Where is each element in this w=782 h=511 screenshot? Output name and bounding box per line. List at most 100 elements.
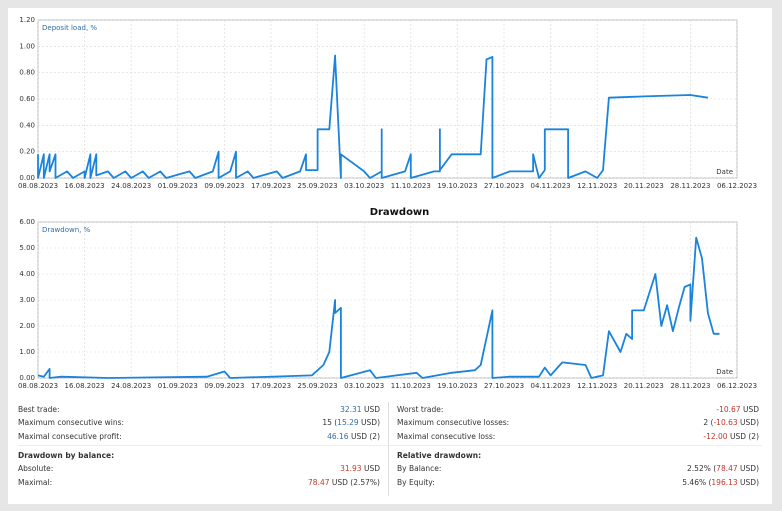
stat-value: 2 (-10.63 USD): [703, 417, 759, 429]
stat-label: By Balance:: [397, 464, 442, 473]
y-tick-label: 0.20: [19, 148, 35, 156]
stat-value: 32.31 USD: [340, 404, 380, 416]
x-tick-label: 04.11.2023: [531, 382, 571, 390]
legend-label: Deposit load, %: [42, 24, 97, 32]
stats-row: Maximal consecutive profit: 46.16 USD (2): [18, 431, 380, 443]
divider: [18, 445, 762, 446]
heading: Drawdown by balance:: [18, 451, 115, 460]
x-tick-label: 24.08.2023: [111, 182, 151, 190]
x-tick-label: 25.09.2023: [298, 382, 338, 390]
value-part: USD: [361, 405, 380, 414]
x-tick-label: 08.08.2023: [18, 182, 58, 190]
x-tick-label: 19.10.2023: [437, 182, 477, 190]
value-part: USD (2): [348, 432, 380, 441]
value-part: 2.52% (: [687, 464, 717, 473]
x-tick-label: 06.12.2023: [717, 382, 757, 390]
stat-label: Maximum consecutive wins:: [18, 418, 125, 427]
stats-row: By Balance: 2.52% (78.47 USD): [397, 463, 759, 475]
x-tick-label: 19.10.2023: [437, 382, 477, 390]
x-tick-label: 25.09.2023: [298, 182, 338, 190]
stats-column: Worst trade: -10.67 USD Maximum consecutiv…: [397, 8, 759, 504]
stats-row: Maximum consecutive losses: 2 (-10.63 USD…: [397, 417, 759, 429]
value-part: 31.93: [340, 464, 362, 473]
x-tick-label: 12.11.2023: [577, 182, 617, 190]
data-line: [37, 236, 720, 379]
y-tick-label: 6.00: [19, 218, 35, 226]
x-tick-label: 16.08.2023: [65, 382, 105, 390]
y-tick-label: 0.00: [19, 374, 35, 382]
stat-label: By Equity:: [397, 478, 435, 487]
y-tick-label: 3.00: [19, 296, 35, 304]
value-part: USD (2.57%): [329, 478, 380, 487]
stat-label: Best trade:: [18, 405, 60, 414]
stats-row: Maximal consecutive loss: -12.00 USD (2): [397, 431, 759, 443]
stats-row: Worst trade: -10.67 USD: [397, 404, 759, 416]
stat-value: -12.00 USD (2): [703, 431, 759, 443]
stat-value: 46.16 USD (2): [327, 431, 380, 443]
y-tick-label: 0.40: [19, 121, 35, 129]
y-tick-label: 1.00: [19, 42, 35, 50]
stats-column: Best trade: 32.31 USD Maximum consecutive …: [18, 8, 380, 504]
x-tick-label: 09.09.2023: [204, 182, 244, 190]
stat-label: Maximal consecutive loss:: [397, 432, 496, 441]
chart-title: Drawdown: [370, 207, 430, 218]
x-axis-label: Date: [716, 168, 733, 176]
stat-value: 31.93 USD: [340, 463, 380, 475]
value-part: USD): [737, 418, 759, 427]
value-part: USD): [737, 478, 759, 487]
stat-label: Maximal:: [18, 478, 53, 487]
stat-value: 5.46% (196.13 USD): [682, 477, 759, 489]
stats-row: By Equity: 5.46% (196.13 USD): [397, 477, 759, 489]
y-tick-label: 5.00: [19, 244, 35, 252]
stats-row: Maximal: 78.47 USD (2.57%): [18, 477, 380, 489]
y-tick-label: 0.00: [19, 174, 35, 182]
stat-value: 2.52% (78.47 USD): [687, 463, 759, 475]
x-tick-label: 17.09.2023: [251, 182, 291, 190]
stats-heading: Relative drawdown:: [397, 450, 759, 462]
x-tick-label: 01.09.2023: [158, 382, 198, 390]
stat-value: -10.67 USD: [716, 404, 759, 416]
value-part: 32.31: [340, 405, 362, 414]
x-tick-label: 03.10.2023: [344, 382, 384, 390]
stat-label: Absolute:: [18, 464, 54, 473]
value-part: USD (2): [727, 432, 759, 441]
value-part: 2 (: [703, 418, 714, 427]
x-tick-label: 24.08.2023: [111, 382, 151, 390]
charts: 0.00 0.20 0.40 0.60 0.80 1.00 1.20 08.08.2023 16…: [18, 16, 757, 390]
x-tick-label: 11.10.2023: [391, 182, 431, 190]
y-tick-label: 1.20: [19, 16, 35, 24]
x-tick-label: 04.11.2023: [531, 182, 571, 190]
stats-row: Absolute: 31.93 USD: [18, 463, 380, 475]
stats-row: Maximum consecutive wins: 15 (15.29 USD): [18, 417, 380, 429]
report-panel: 0.00 0.20 0.40 0.60 0.80 1.00 1.20 08.08.2023 16…: [8, 8, 772, 504]
heading: Relative drawdown:: [397, 451, 482, 460]
x-tick-label: 28.11.2023: [670, 182, 710, 190]
x-tick-label: 27.10.2023: [484, 382, 524, 390]
x-tick-label: 20.11.2023: [624, 382, 664, 390]
x-tick-label: 06.12.2023: [717, 182, 757, 190]
x-tick-label: 08.08.2023: [18, 382, 58, 390]
value-part: 78.47: [716, 464, 738, 473]
y-tick-label: 2.00: [19, 322, 35, 330]
value-part: USD: [740, 405, 759, 414]
stats-row: Best trade: 32.31 USD: [18, 404, 380, 416]
value-part: 46.16: [327, 432, 349, 441]
value-part: USD): [358, 418, 380, 427]
y-tick-label: 1.00: [19, 348, 35, 356]
stat-label: Maximum consecutive losses:: [397, 418, 510, 427]
y-tick-label: 0.60: [19, 95, 35, 103]
y-tick-label: 0.80: [19, 69, 35, 77]
x-axis-label: Date: [716, 368, 733, 376]
value-part: 196.13: [711, 478, 738, 487]
y-tick-label: 4.00: [19, 270, 35, 278]
value-part: -10.67: [716, 405, 741, 414]
divider: [388, 402, 389, 496]
x-tick-label: 16.08.2023: [65, 182, 105, 190]
value-part: 78.47: [308, 478, 330, 487]
value-part: USD: [361, 464, 380, 473]
value-part: -12.00: [703, 432, 728, 441]
value-part: 15.29: [337, 418, 359, 427]
stat-value: 15 (15.29 USD): [322, 417, 380, 429]
x-tick-label: 11.10.2023: [391, 382, 431, 390]
